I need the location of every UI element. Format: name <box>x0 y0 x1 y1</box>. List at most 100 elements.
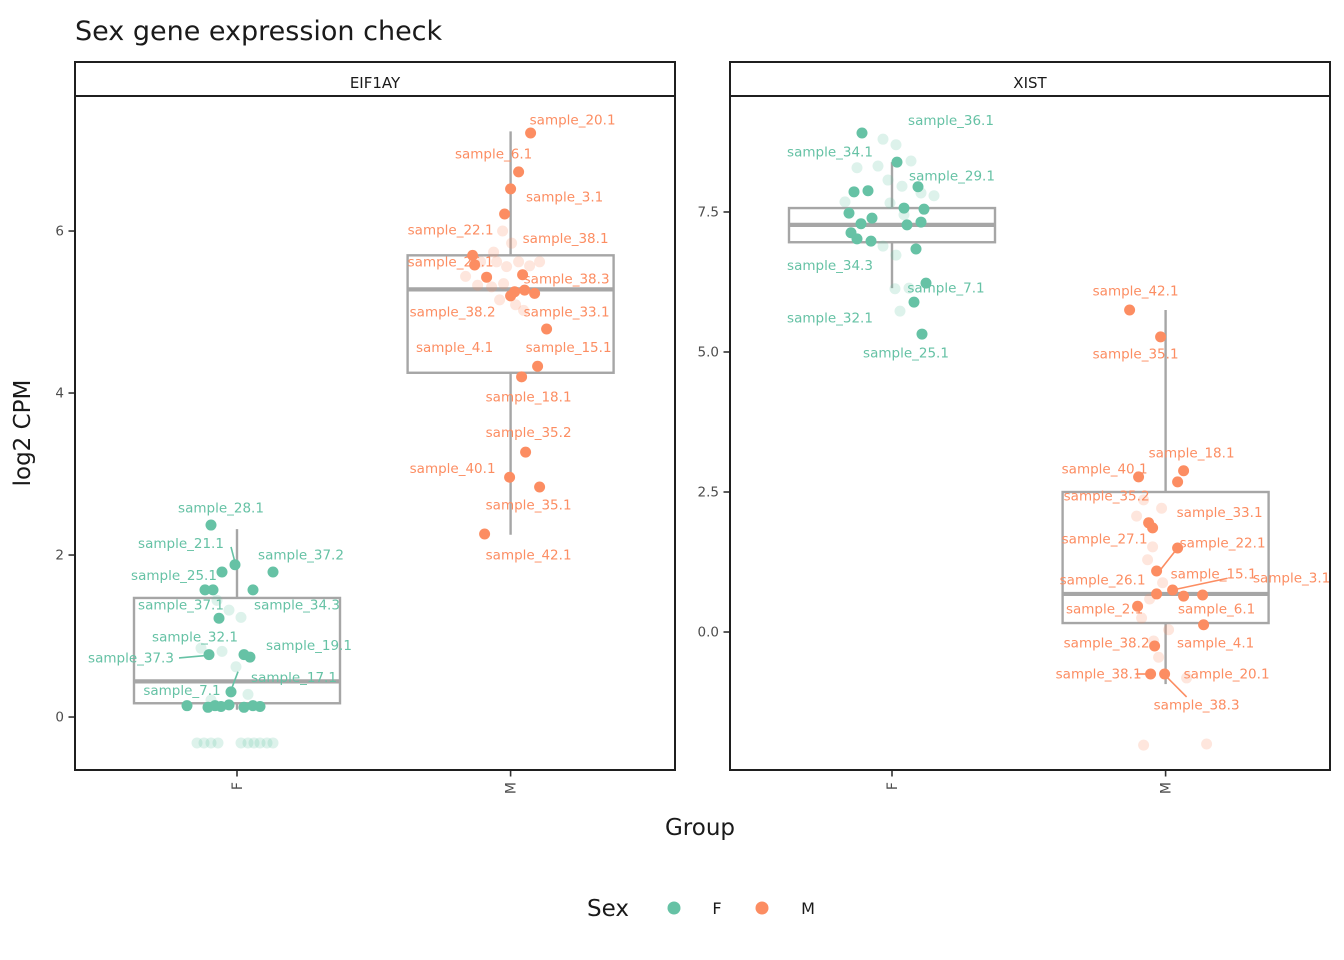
jitter-point-faded <box>905 155 917 167</box>
jitter-point <box>469 259 481 271</box>
jitter-point <box>915 216 927 228</box>
y-tick-label: 5.0 <box>698 344 719 360</box>
sample-label: sample_38.1 <box>1056 667 1142 683</box>
jitter-point-faded <box>242 688 254 700</box>
jitter-point-faded <box>1163 624 1175 636</box>
sample-label: sample_17.1 <box>251 670 337 686</box>
jitter-point <box>541 323 553 335</box>
jitter-point <box>1198 619 1210 631</box>
sample-label: sample_20.1 <box>530 113 616 129</box>
jitter-point-faded <box>1147 541 1159 553</box>
jitter-point <box>851 233 863 245</box>
jitter-point-faded <box>205 737 217 749</box>
y-tick-label: 4 <box>55 386 64 402</box>
jitter-point-faded <box>242 737 254 749</box>
jitter-point-faded <box>1153 651 1165 663</box>
jitter-point <box>520 446 532 458</box>
jitter-point <box>843 207 855 219</box>
sample-label: sample_15.1 <box>526 340 612 356</box>
sample-label: sample_40.1 <box>1062 462 1148 478</box>
sample-label: sample_28.1 <box>178 501 264 517</box>
jitter-point-faded <box>497 225 509 237</box>
sample-label: sample_6.1 <box>455 147 532 163</box>
label-leader-line <box>1157 547 1179 573</box>
jitter-point-faded <box>513 256 525 268</box>
jitter-point <box>254 700 266 712</box>
jitter-point <box>1133 471 1145 483</box>
sample-label: sample_15.1 <box>1171 566 1257 582</box>
jitter-point-faded <box>211 594 223 606</box>
sample-label: sample_33.1 <box>1177 505 1263 521</box>
jitter-point-faded <box>1136 612 1148 624</box>
jitter-point <box>267 566 279 578</box>
jitter-point-faded <box>1131 510 1143 522</box>
legend-key-f-icon <box>667 901 681 915</box>
jitter-point <box>481 271 493 283</box>
boxplot-box <box>132 596 342 705</box>
jitter-point <box>529 287 541 299</box>
y-tick-label: 6 <box>55 224 64 240</box>
jitter-point <box>519 284 531 296</box>
sample-label: sample_32.1 <box>152 629 238 645</box>
jitter-point <box>1197 589 1209 601</box>
jitter-point <box>848 186 860 198</box>
jitter-point <box>910 243 922 255</box>
sample-label: sample_35.1 <box>1093 347 1179 363</box>
sample-label: sample_38.3 <box>524 271 610 287</box>
jitter-point-faded <box>230 661 242 673</box>
jitter-point <box>213 612 225 624</box>
jitter-point <box>247 584 259 596</box>
x-tick-label: F <box>885 782 901 790</box>
jitter-point <box>181 700 193 712</box>
sample-label: sample_40.1 <box>410 461 496 477</box>
jitter-point <box>1178 590 1190 602</box>
jitter-point <box>1149 640 1161 652</box>
jitter-point-faded <box>884 197 896 209</box>
jitter-point <box>207 584 219 596</box>
facet-strip-box <box>74 61 676 97</box>
sample-label: sample_26.1 <box>1060 572 1146 588</box>
jitter-point-faded <box>882 174 894 186</box>
facet-strip-label-eif1ay: EIF1AY <box>350 74 401 92</box>
sample-label: sample_20.1 <box>1184 667 1270 683</box>
y-tick-label: 0.0 <box>698 625 719 641</box>
jitter-point-faded <box>248 737 260 749</box>
legend: Sex F M <box>587 896 815 922</box>
plot-title: Sex gene expression check <box>75 16 443 47</box>
jitter-point-faded <box>896 180 908 192</box>
jitter-point-faded <box>216 645 228 657</box>
jitter-point <box>225 686 237 698</box>
sample-label: sample_22.1 <box>408 223 494 239</box>
sample-label: sample_37.1 <box>138 598 224 614</box>
jitter-point <box>238 701 250 713</box>
jitter-point <box>898 202 910 214</box>
sample-label: sample_19.1 <box>266 638 352 654</box>
jitter-point-faded <box>1181 672 1193 684</box>
jitter-point-faded <box>877 240 889 252</box>
jitter-point <box>216 566 228 578</box>
label-leader-line <box>178 654 208 659</box>
panel-border <box>729 95 1331 771</box>
sample-label: sample_22.1 <box>1180 535 1266 551</box>
jitter-point-faded <box>894 305 906 317</box>
jitter-point <box>479 528 491 540</box>
jitter-point <box>517 269 529 281</box>
jitter-point-faded <box>1138 739 1150 751</box>
sample-label: sample_34.3 <box>254 598 340 614</box>
jitter-point-faded <box>1157 577 1169 589</box>
jitter-point <box>862 185 874 197</box>
y-axis-title: log2 CPM <box>10 380 36 487</box>
jitter-point <box>505 290 517 302</box>
sample-label: sample_7.1 <box>907 281 984 297</box>
jitter-point <box>505 183 517 195</box>
jitter-point <box>467 249 479 261</box>
sample-label: sample_38.1 <box>523 231 609 247</box>
jitter-point-faded <box>212 737 224 749</box>
sample-label: sample_3.1 <box>1253 571 1330 587</box>
jitter-point-faded <box>1138 494 1150 506</box>
jitter-point <box>1178 465 1190 477</box>
y-tick-label: 7.5 <box>698 204 719 220</box>
facet-strip-box <box>729 61 1331 97</box>
jitter-point-faded <box>851 162 863 174</box>
jitter-point <box>1124 304 1136 316</box>
